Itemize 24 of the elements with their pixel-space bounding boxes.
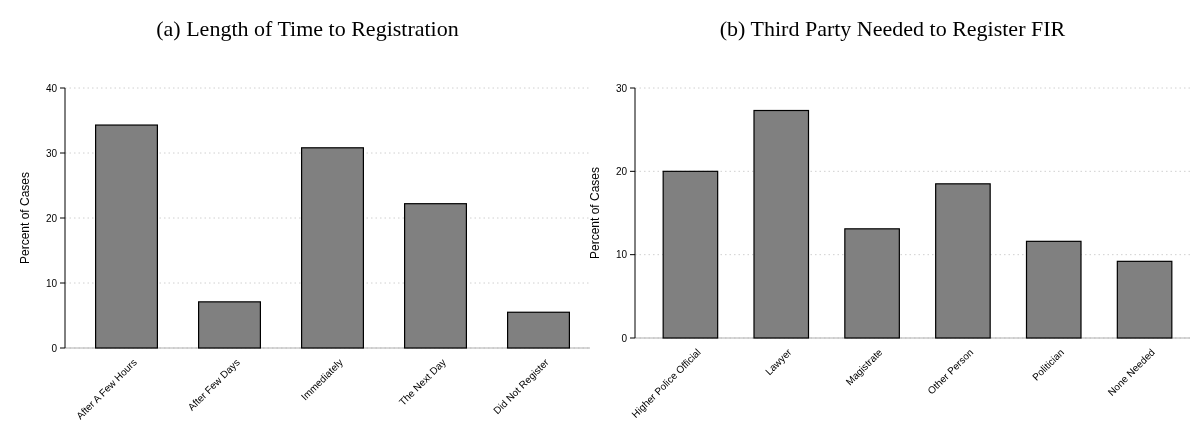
- y-tick-label: 20: [615, 165, 628, 177]
- y-tick-label: 0: [51, 342, 58, 354]
- bar: [95, 124, 158, 349]
- y-tick-label: 30: [615, 82, 628, 94]
- bar: [1116, 260, 1173, 339]
- y-axis-title: Percent of Cases: [588, 166, 602, 260]
- y-tick-label: 40: [45, 82, 58, 94]
- y-tick-label: 20: [45, 212, 58, 224]
- y-tick-label: 0: [621, 332, 628, 344]
- bar: [935, 183, 991, 339]
- y-tick-label: 10: [45, 277, 58, 289]
- y-axis-title: Percent of Cases: [18, 171, 32, 265]
- bar: [404, 203, 467, 349]
- y-tick-label: 10: [615, 249, 628, 261]
- chart-title: (b) Third Party Needed to Register FIR: [719, 16, 1066, 41]
- bar: [844, 228, 900, 339]
- bar: [662, 170, 719, 339]
- bar: [1025, 240, 1082, 339]
- bar: [198, 301, 261, 349]
- chart-title: (a) Length of Time to Registration: [156, 16, 459, 41]
- y-tick-label: 30: [45, 147, 58, 159]
- bar: [753, 109, 810, 339]
- bar: [507, 311, 570, 349]
- bar: [301, 147, 364, 349]
